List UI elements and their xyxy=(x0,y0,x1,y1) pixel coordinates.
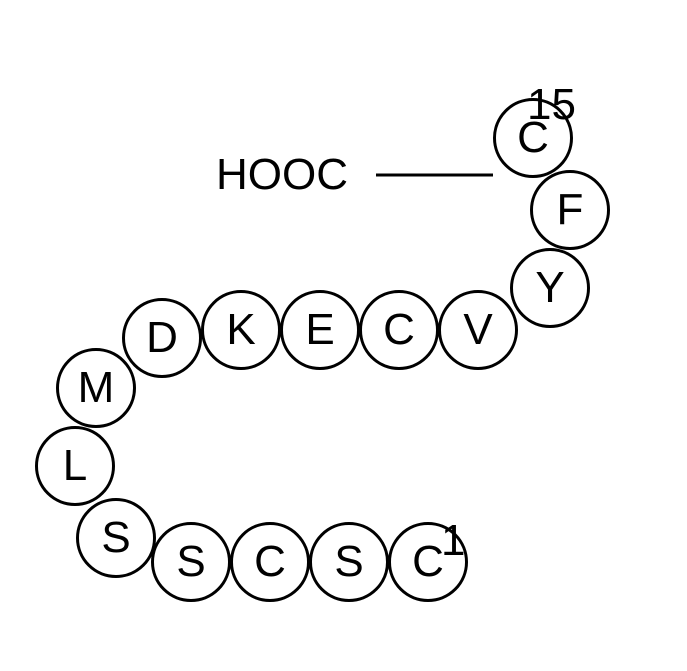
residue-11: C xyxy=(359,290,439,370)
residue-letter-5: S xyxy=(101,516,130,560)
residue-letter-14: F xyxy=(557,188,584,232)
peptide-diagram: HOOC CSCSSLMDKECVYFC115 xyxy=(0,0,687,671)
position-label-15: 15 xyxy=(527,80,576,130)
residue-letter-10: E xyxy=(305,308,334,352)
residue-letter-1: C xyxy=(412,540,444,584)
residue-letter-11: C xyxy=(383,308,415,352)
residue-7: M xyxy=(56,348,136,428)
residue-letter-9: K xyxy=(226,308,255,352)
residue-letter-12: V xyxy=(463,308,492,352)
residue-5: S xyxy=(76,498,156,578)
residue-letter-6: L xyxy=(63,444,87,488)
residue-2: S xyxy=(309,522,389,602)
residue-letter-8: D xyxy=(146,316,178,360)
residue-8: D xyxy=(122,298,202,378)
terminal-label: HOOC xyxy=(216,150,348,200)
residue-14: F xyxy=(530,170,610,250)
residue-letter-13: Y xyxy=(535,266,564,310)
residue-13: Y xyxy=(510,248,590,328)
residue-3: C xyxy=(230,522,310,602)
residue-letter-4: S xyxy=(176,540,205,584)
residue-4: S xyxy=(151,522,231,602)
residue-12: V xyxy=(438,290,518,370)
terminal-text: HOOC xyxy=(216,150,348,199)
residue-10: E xyxy=(280,290,360,370)
residue-6: L xyxy=(35,426,115,506)
residue-9: K xyxy=(201,290,281,370)
position-label-1: 1 xyxy=(441,516,465,566)
residue-letter-3: C xyxy=(254,540,286,584)
residue-letter-2: S xyxy=(334,540,363,584)
residue-letter-7: M xyxy=(78,366,115,410)
